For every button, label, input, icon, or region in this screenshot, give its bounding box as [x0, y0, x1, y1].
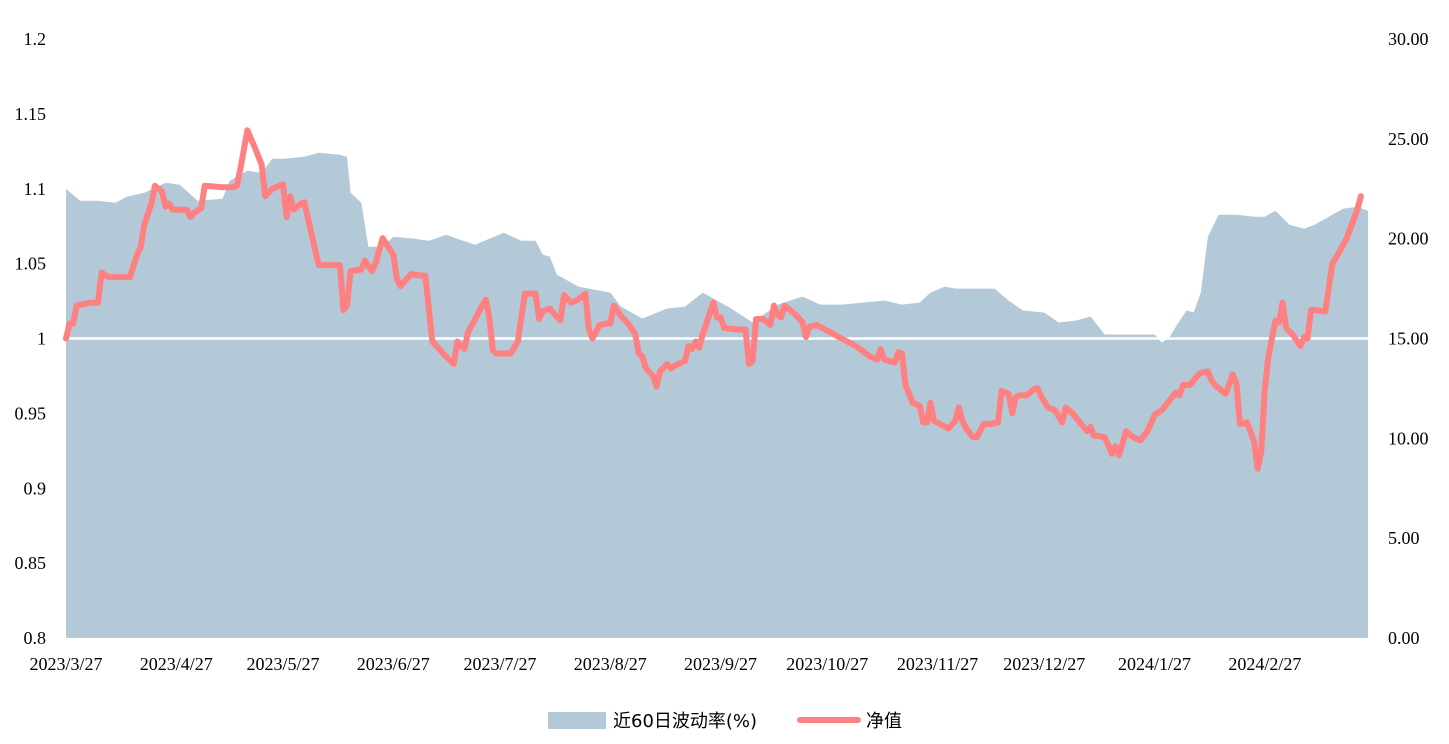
legend-label-volatility: 近60日波动率(%)	[613, 711, 757, 732]
right-axis-tick-label: 10.00	[1388, 428, 1429, 448]
right-axis-tick-label: 5.00	[1388, 528, 1420, 548]
legend: 近60日波动率(%) 净值	[548, 711, 902, 732]
legend-swatch-volatility	[548, 712, 606, 729]
volatility-area-layer	[66, 152, 1368, 639]
right-axis: 0.00 5.00 10.00 15.00 20.00 25.00 30.00	[1388, 29, 1429, 648]
x-axis: 2023/3/27 2023/4/27 2023/5/27 2023/6/27 2023…	[29, 654, 1301, 674]
x-axis-tick-label: 2024/2/27	[1228, 654, 1301, 674]
nav-line-layer	[63, 127, 1364, 472]
left-axis-tick-label: 0.9	[24, 478, 47, 498]
left-axis-tick-label: 1	[37, 329, 46, 349]
left-axis-tick-label: 0.95	[15, 403, 47, 423]
left-axis-tick-label: 0.85	[15, 553, 47, 573]
right-axis-tick-label: 25.00	[1388, 129, 1429, 149]
nav-line	[63, 127, 1364, 472]
x-axis-tick-label: 2023/11/27	[897, 654, 978, 674]
legend-label-nav: 净值	[866, 711, 902, 732]
left-axis: 0.8 0.85 0.9 0.95 1 1.05 1.1 1.15 1.2	[15, 29, 47, 648]
right-axis-tick-label: 30.00	[1388, 29, 1429, 49]
left-axis-tick-label: 1.2	[24, 29, 47, 49]
x-axis-tick-label: 2023/10/27	[786, 654, 868, 674]
x-axis-tick-label: 2023/4/27	[140, 654, 213, 674]
x-axis-tick-label: 2023/8/27	[574, 654, 647, 674]
x-axis-tick-label: 2023/9/27	[684, 654, 757, 674]
left-axis-tick-label: 1.15	[15, 104, 47, 124]
right-axis-tick-label: 0.00	[1388, 628, 1420, 648]
left-axis-tick-label: 1.05	[15, 254, 47, 274]
volatility-area	[66, 152, 1368, 639]
x-axis-tick-label: 2024/1/27	[1118, 654, 1191, 674]
x-axis-tick-label: 2023/7/27	[463, 654, 536, 674]
x-axis-tick-label: 2023/12/27	[1003, 654, 1085, 674]
x-axis-tick-label: 2023/5/27	[246, 654, 319, 674]
left-axis-tick-label: 0.8	[24, 628, 47, 648]
x-axis-tick-label: 2023/6/27	[357, 654, 430, 674]
right-axis-tick-label: 20.00	[1388, 229, 1429, 249]
x-axis-tick-label: 2023/3/27	[29, 654, 102, 674]
left-axis-tick-label: 1.1	[24, 179, 47, 199]
right-axis-tick-label: 15.00	[1388, 329, 1429, 349]
